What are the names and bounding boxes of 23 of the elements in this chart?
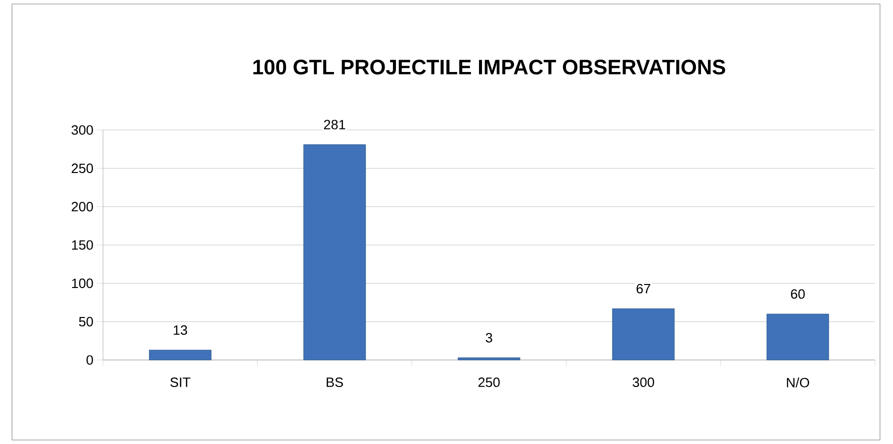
y-tick-label: 150: [72, 240, 93, 250]
y-tick-label: 250: [72, 164, 93, 174]
x-tick-label: 250: [478, 378, 500, 388]
data-label: 60: [791, 289, 805, 299]
bar: [303, 144, 366, 360]
data-label: 67: [636, 284, 650, 294]
bar: [458, 357, 520, 360]
x-tick-label: N/O: [786, 378, 810, 388]
y-tick-label: 0: [86, 355, 93, 365]
y-tick-label: 50: [79, 316, 93, 326]
bar: [612, 308, 675, 360]
y-tick-label: 200: [72, 202, 93, 212]
x-tick-label: 300: [632, 378, 654, 388]
data-label: 281: [324, 120, 346, 130]
chart-title: 100 GTL PROJECTILE IMPACT OBSERVATIONS: [253, 60, 726, 74]
y-tick-label: 100: [72, 278, 93, 288]
data-label: 3: [486, 332, 492, 342]
x-tick-label: BS: [326, 378, 343, 388]
y-tick-label: 300: [72, 125, 93, 135]
data-label: 13: [174, 325, 188, 335]
x-tick-label: SIT: [170, 378, 190, 388]
bar: [149, 350, 212, 360]
bar: [766, 314, 830, 360]
